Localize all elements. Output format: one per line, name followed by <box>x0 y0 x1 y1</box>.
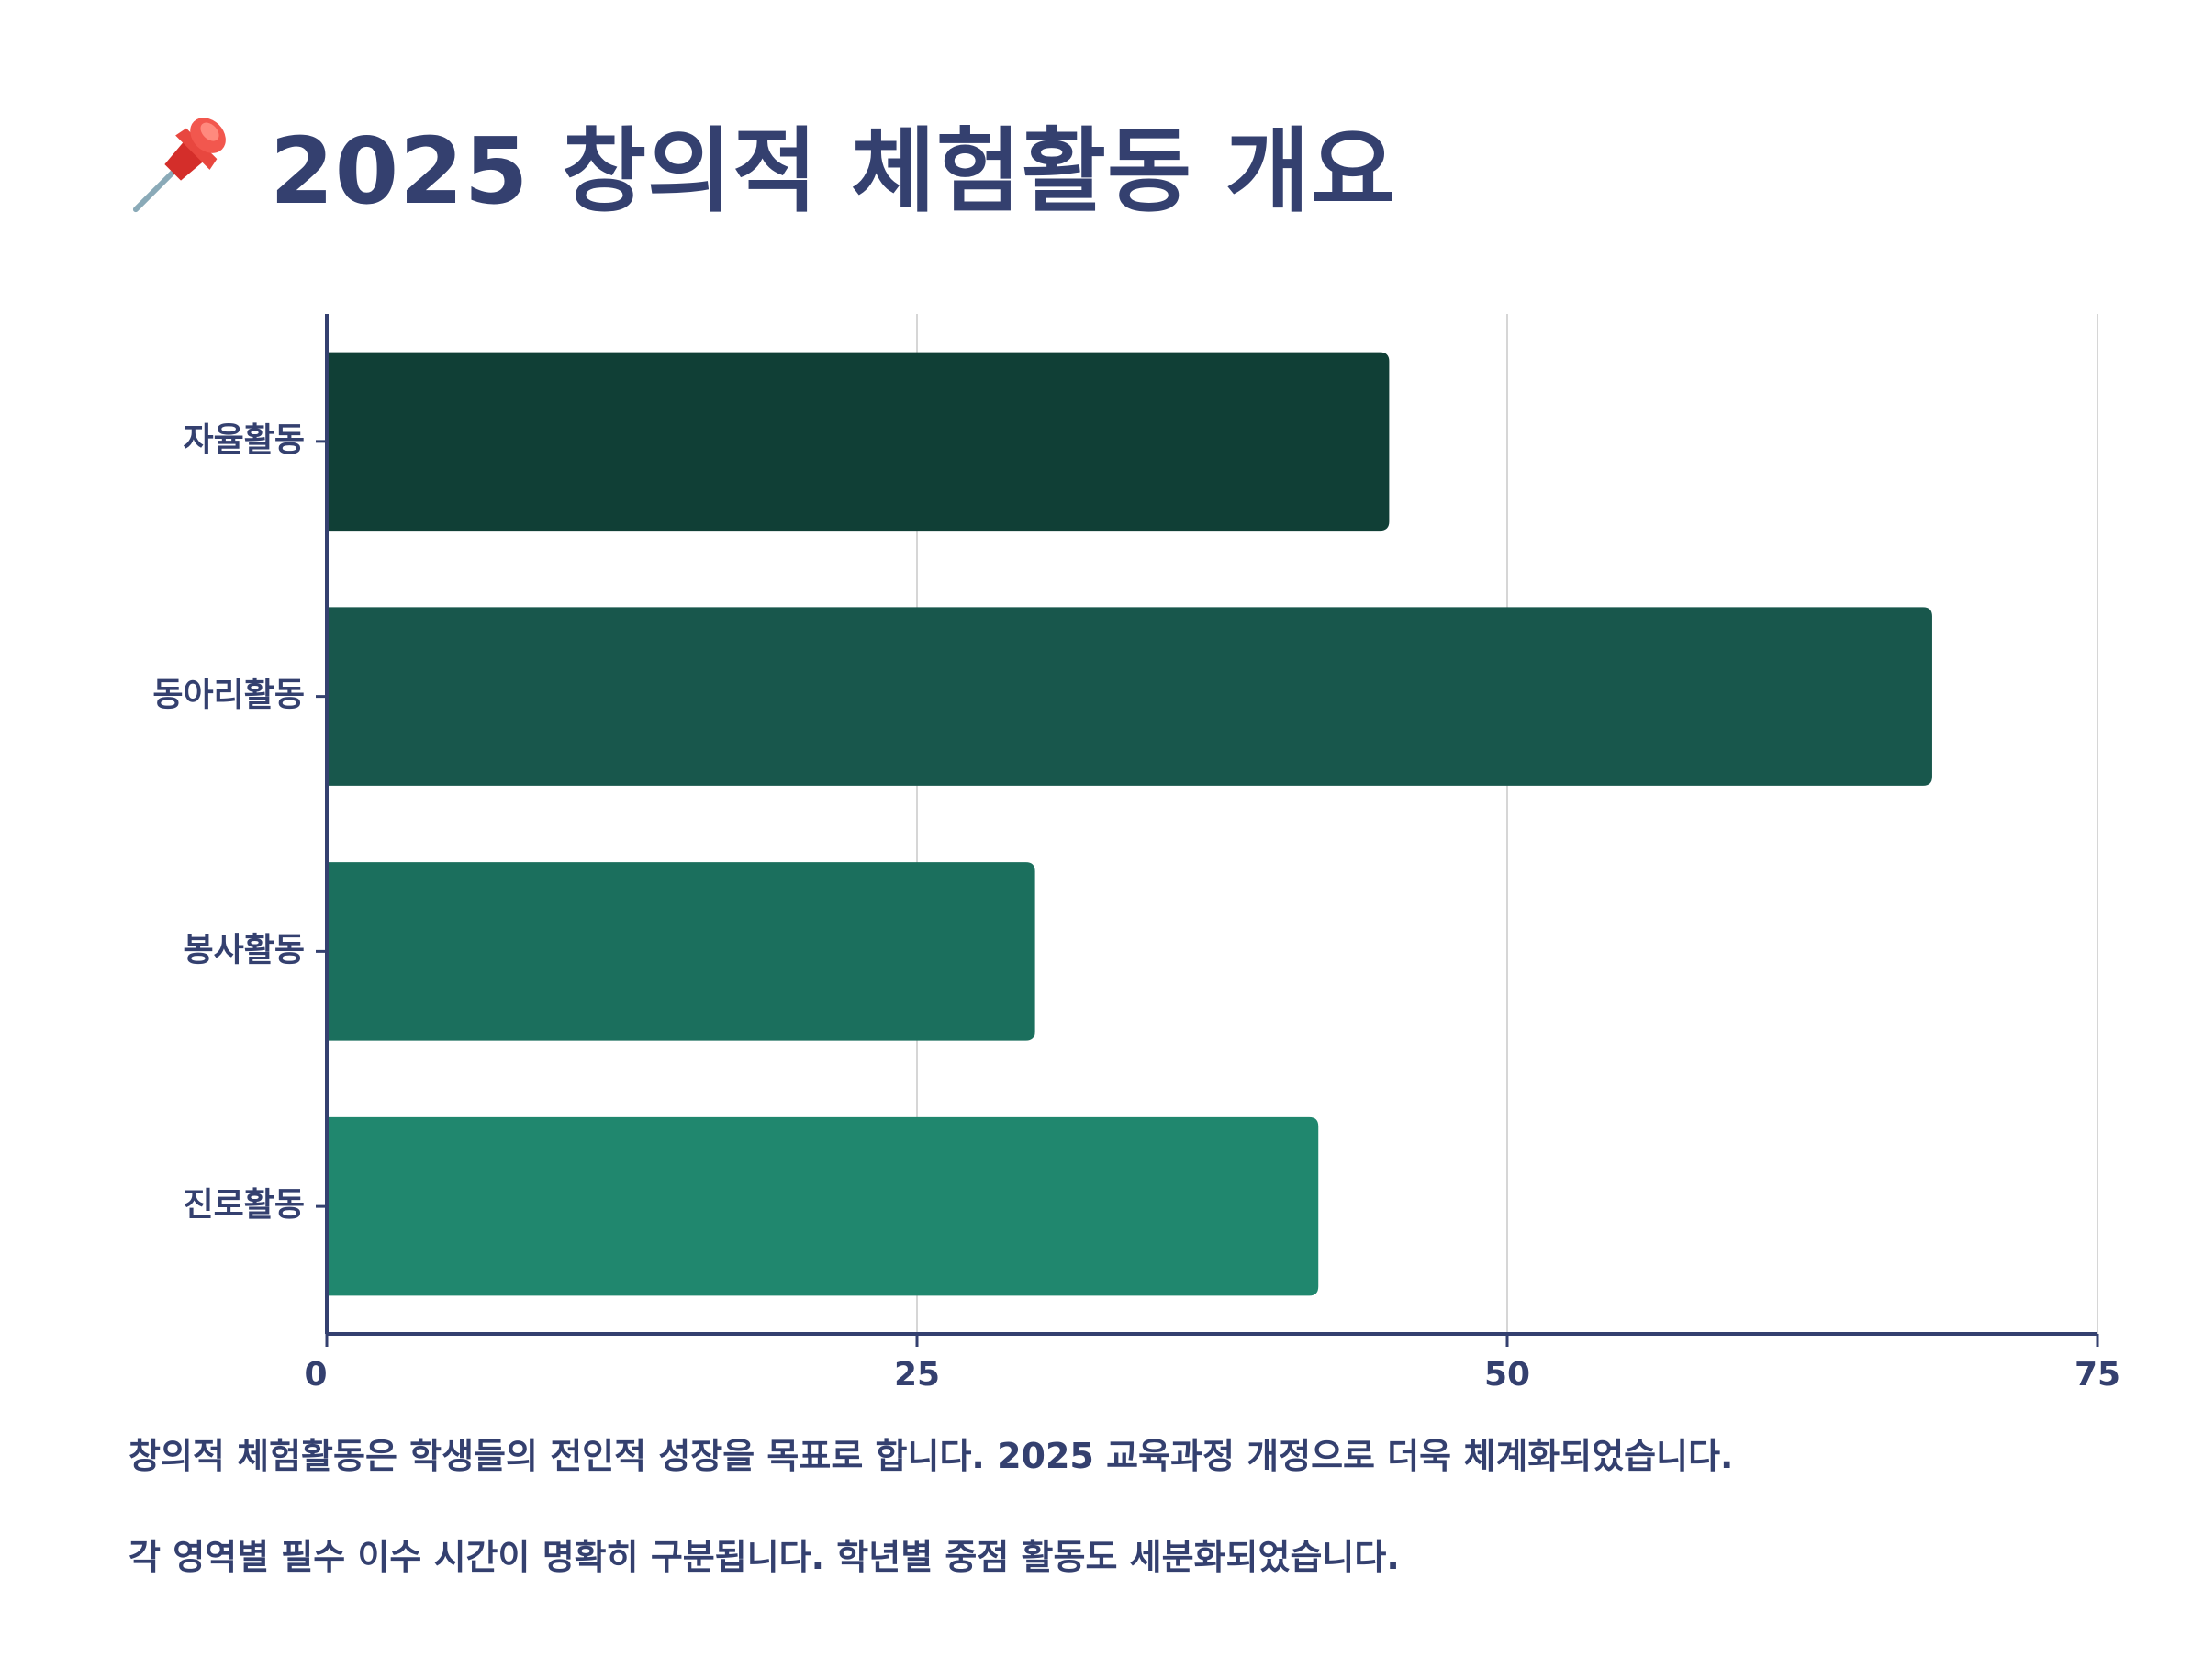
axes <box>316 314 2099 1347</box>
y-tick-label-1: 자율활동 <box>184 421 305 459</box>
note-line-2: 각 영역별 필수 이수 시간이 명확히 구분됩니다. 학년별 중점 활동도 세분… <box>129 1537 1400 1577</box>
bar-2 <box>327 607 1932 786</box>
bars <box>327 352 1932 1296</box>
pushpin-icon <box>132 118 226 213</box>
y-tick-label-3: 봉사활동 <box>184 931 305 969</box>
notes: 창의적 체험활동은 학생들의 전인적 성장을 목표로 합니다. 2025 교육과… <box>129 1432 2111 1581</box>
y-tick-label-4: 진로활동 <box>184 1186 305 1224</box>
title-row: 2025 창의적 체험활동 개요 <box>129 103 1396 225</box>
x-tick-label-2: 25 <box>894 1356 940 1394</box>
x-tick-label-3: 50 <box>1484 1356 1530 1394</box>
page-title: 2025 창의적 체험활동 개요 <box>270 117 1396 225</box>
note-line-1: 창의적 체험활동은 학생들의 전인적 성장을 목표로 합니다. 2025 교육과… <box>129 1436 1734 1476</box>
x-tick-label-4: 75 <box>2074 1356 2120 1394</box>
bar-3 <box>327 862 1035 1041</box>
x-tick-label-1: 0 <box>304 1356 327 1394</box>
bar-4 <box>327 1116 1319 1296</box>
bar-1 <box>327 352 1390 532</box>
y-tick-label-2: 동아리활동 <box>152 677 305 714</box>
